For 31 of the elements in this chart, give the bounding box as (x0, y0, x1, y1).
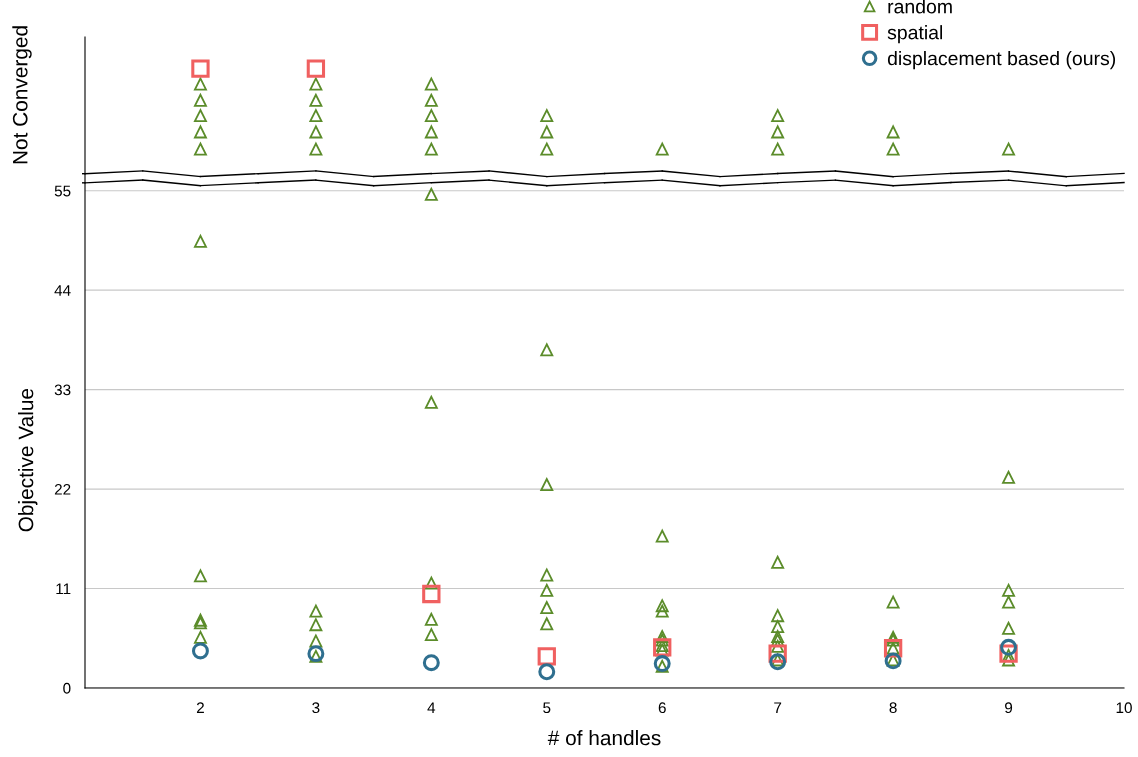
y-tick-label: 11 (56, 583, 71, 595)
point (653, 638, 672, 657)
text: Not Converged (12, 26, 32, 164)
point (306, 59, 326, 78)
x-tick-label: 5 (543, 702, 551, 714)
point (422, 584, 441, 604)
point (422, 654, 440, 672)
x-tick-label: 10 (1116, 702, 1132, 714)
y-axis-title: Objective Value (18, 388, 38, 532)
point (537, 647, 556, 666)
y-tick-label: 22 (54, 483, 71, 495)
x-axis-title: # of handles (547, 730, 661, 746)
y-tick-label: 44 (54, 285, 71, 296)
x-tick-label: 9 (1005, 702, 1013, 714)
point (769, 653, 787, 671)
x-tick-label: 4 (427, 702, 436, 713)
x-tick-label: 7 (774, 702, 782, 713)
x-tick-label: 8 (889, 702, 897, 714)
point (1000, 638, 1018, 656)
legend-label: random (888, 0, 952, 14)
y-tick-label: 33 (54, 384, 71, 396)
x-tick-label: 3 (312, 702, 320, 714)
legend-label: spatial (887, 25, 943, 44)
point (538, 663, 556, 681)
point (191, 642, 209, 660)
x-tick-label: 2 (196, 702, 204, 713)
point (191, 59, 210, 78)
x-tick-label: 6 (658, 702, 666, 714)
legend-label: displacement based (ours) (887, 51, 1116, 70)
y-tick-label: 0 (63, 682, 71, 694)
y-tick-label: 55 (54, 185, 71, 197)
